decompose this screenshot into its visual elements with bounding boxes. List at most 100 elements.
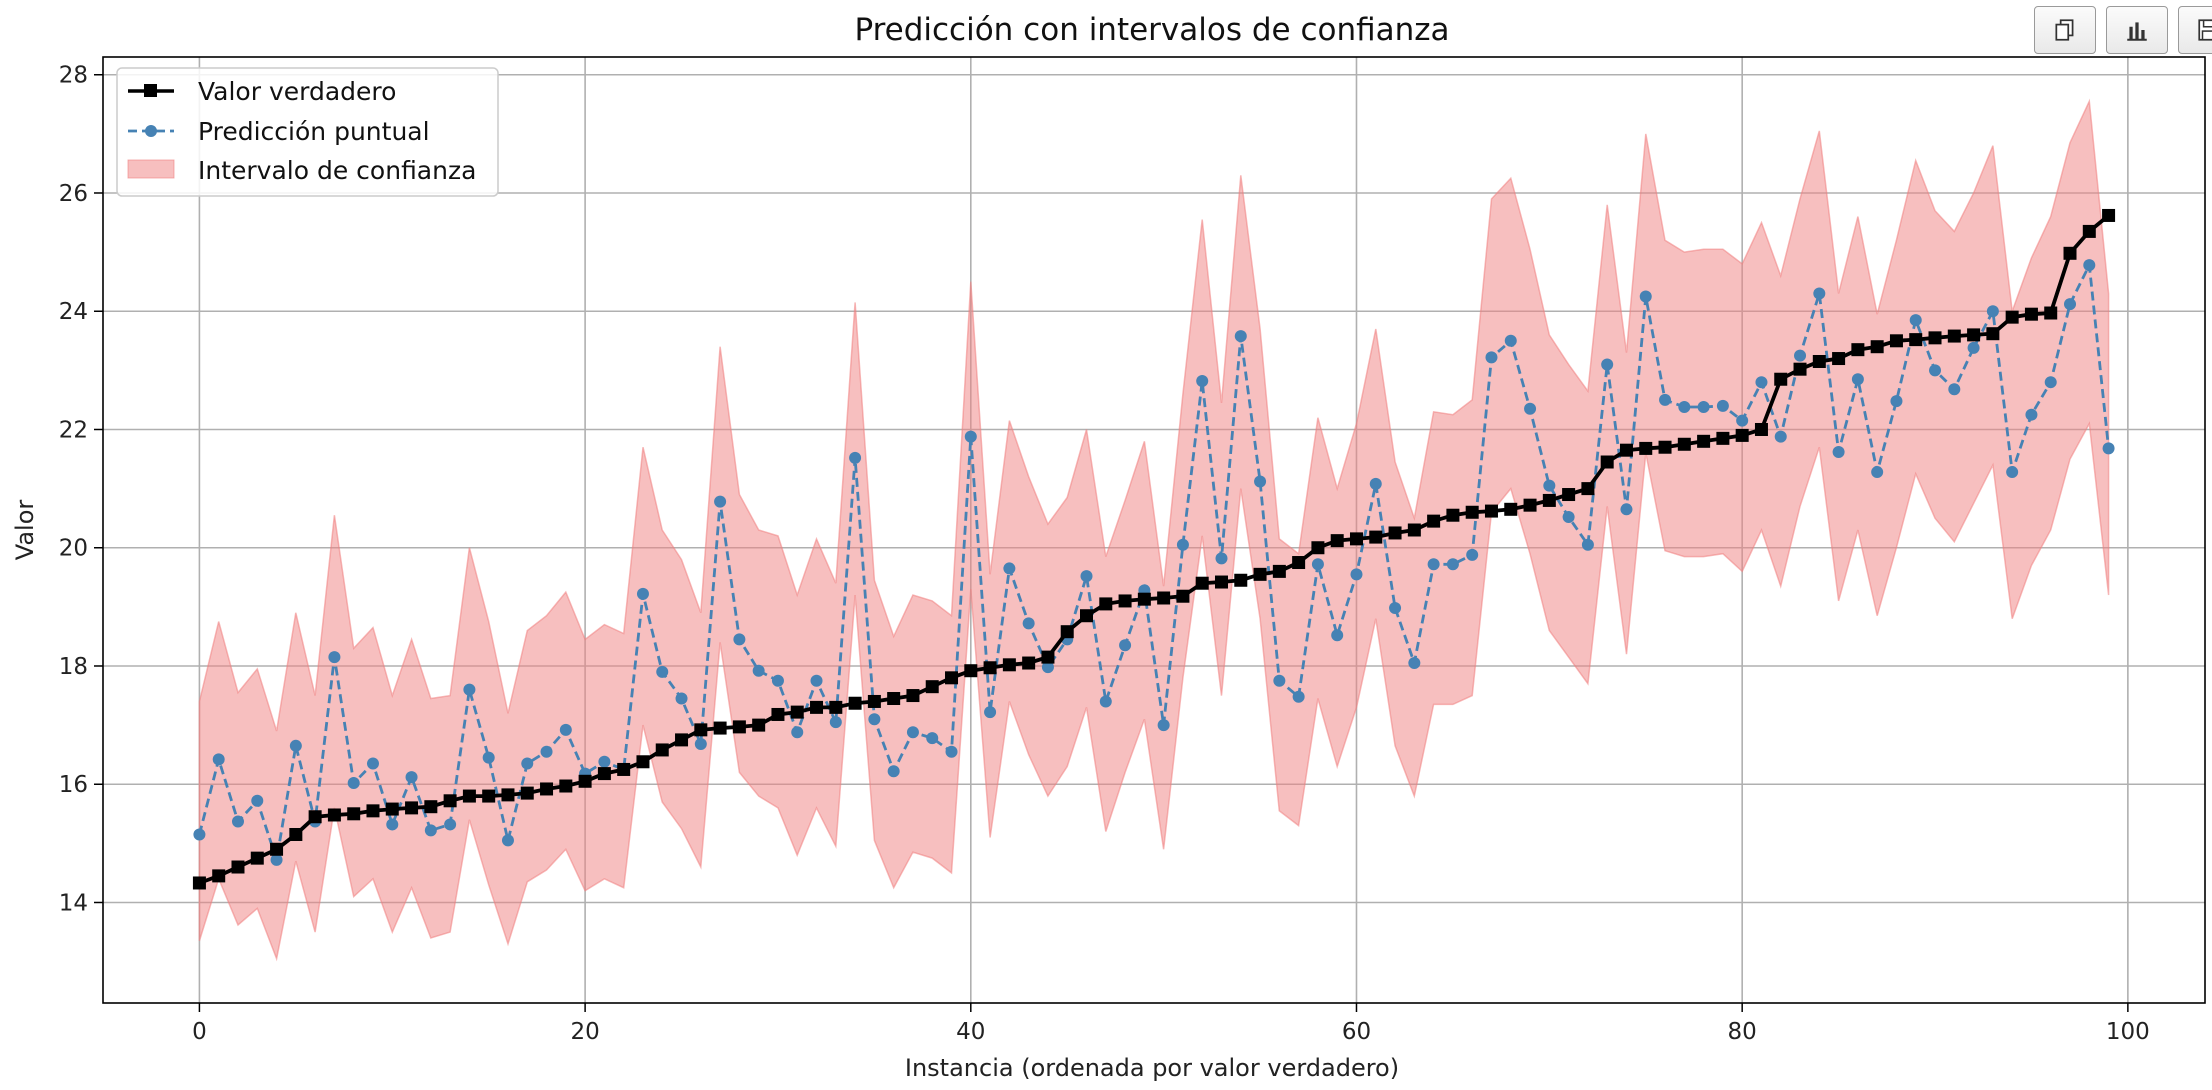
true-value-point bbox=[1619, 443, 1633, 457]
legend-box bbox=[116, 67, 499, 197]
prediction-point bbox=[2102, 442, 2115, 455]
true-value-point bbox=[1099, 597, 1113, 611]
true-value-point bbox=[1562, 488, 1576, 502]
prediction-point bbox=[1678, 401, 1691, 414]
true-value-point bbox=[366, 804, 380, 818]
prediction-point bbox=[1948, 383, 1961, 396]
true-value-point bbox=[1967, 328, 1981, 342]
true-value-point bbox=[1388, 526, 1402, 540]
true-value-point bbox=[1523, 498, 1537, 512]
true-value-point bbox=[867, 694, 881, 708]
prediction-point bbox=[694, 738, 707, 751]
prediction-point bbox=[1331, 629, 1344, 642]
prediction-point bbox=[656, 665, 669, 678]
legend-label-prediction: Predicción puntual bbox=[198, 117, 430, 146]
x-tick-label: 60 bbox=[1342, 1019, 1371, 1045]
prediction-point bbox=[598, 755, 611, 768]
true-value-point bbox=[1774, 372, 1788, 386]
true-value-point bbox=[1870, 340, 1884, 354]
true-value-point bbox=[424, 800, 438, 814]
prediction-point bbox=[1408, 657, 1421, 670]
prediction-point bbox=[1311, 558, 1324, 571]
y-tick-label: 14 bbox=[59, 890, 88, 916]
prediction-point bbox=[771, 674, 784, 687]
true-value-point bbox=[1022, 656, 1036, 670]
true-value-point bbox=[385, 802, 399, 816]
prediction-point bbox=[868, 713, 881, 726]
true-value-point bbox=[1832, 352, 1846, 366]
y-tick-label: 20 bbox=[59, 536, 88, 562]
true-value-point bbox=[848, 696, 862, 710]
prediction-point bbox=[463, 683, 476, 696]
true-value-point bbox=[482, 789, 496, 803]
prediction-point bbox=[1389, 602, 1402, 615]
prediction-point bbox=[849, 451, 862, 464]
prediction-point bbox=[1485, 351, 1498, 364]
prediction-point bbox=[1446, 558, 1459, 571]
prediction-point bbox=[1292, 690, 1305, 703]
copy-button[interactable] bbox=[2034, 6, 2096, 54]
true-value-point bbox=[2063, 246, 2077, 260]
true-value-point bbox=[655, 743, 669, 757]
prediction-point bbox=[945, 745, 958, 758]
prediction-point bbox=[1196, 375, 1209, 388]
legend: Valor verdadero Predicción puntual Inter… bbox=[116, 67, 499, 197]
true-value-point bbox=[212, 869, 226, 883]
bar-chart-button[interactable] bbox=[2106, 6, 2168, 54]
true-value-point bbox=[790, 705, 804, 719]
true-value-point bbox=[1909, 333, 1923, 347]
prediction-point bbox=[887, 765, 900, 778]
true-value-point bbox=[1754, 422, 1768, 436]
true-value-point bbox=[1253, 567, 1267, 581]
figure-toolbar bbox=[2034, 6, 2212, 54]
prediction-point bbox=[1041, 661, 1054, 674]
prediction-point bbox=[270, 853, 283, 866]
true-value-point bbox=[732, 720, 746, 734]
prediction-point bbox=[1234, 330, 1247, 343]
prediction-point bbox=[1215, 552, 1228, 565]
true-value-point bbox=[1658, 440, 1672, 454]
true-value-point bbox=[1407, 523, 1421, 537]
true-value-point bbox=[1214, 575, 1228, 589]
legend-item-interval: Intervalo de confianza bbox=[127, 156, 476, 185]
true-value-point bbox=[1060, 625, 1074, 639]
prediction-point bbox=[1581, 538, 1594, 551]
true-value-point bbox=[192, 876, 206, 890]
prediction-point bbox=[2025, 408, 2038, 421]
true-value-line bbox=[198, 214, 2110, 885]
prediction-point bbox=[1466, 548, 1479, 561]
true-value-point bbox=[945, 671, 959, 685]
true-value-point bbox=[1986, 327, 2000, 341]
x-tick-label: 0 bbox=[192, 1019, 207, 1045]
prediction-point bbox=[1813, 287, 1826, 300]
prediction-point bbox=[386, 818, 399, 831]
prediction-point bbox=[444, 818, 457, 831]
x-tick-label: 40 bbox=[956, 1019, 985, 1045]
prediction-point bbox=[964, 430, 977, 443]
true-value-point bbox=[540, 782, 554, 796]
true-value-point bbox=[1137, 592, 1151, 606]
true-value-point bbox=[887, 692, 901, 706]
prediction-point bbox=[328, 651, 341, 664]
true-value-point bbox=[1041, 650, 1055, 664]
x-axis-label: Instancia (ordenada por valor verdadero) bbox=[905, 1054, 1399, 1082]
prediction-point bbox=[424, 824, 437, 837]
prediction-point bbox=[1273, 674, 1286, 687]
prediction-point bbox=[752, 664, 765, 677]
true-value-point bbox=[1311, 541, 1325, 555]
true-value-point bbox=[2082, 224, 2096, 238]
prediction-point bbox=[1909, 314, 1922, 327]
prediction-point bbox=[2006, 466, 2019, 479]
bar-chart-icon bbox=[2127, 22, 2147, 41]
prediction-point bbox=[714, 495, 727, 508]
true-value-point bbox=[675, 733, 689, 747]
true-value-point bbox=[1002, 658, 1016, 672]
true-value-point bbox=[1542, 493, 1556, 507]
legend-item-prediction: Predicción puntual bbox=[128, 117, 430, 146]
save-button[interactable] bbox=[2178, 6, 2212, 54]
prediction-point bbox=[1639, 290, 1652, 303]
axis-ticks: 0 20 40 60 80 100 14 16 18 20 22 24 26 28 bbox=[59, 63, 2150, 1045]
prediction-point bbox=[1022, 617, 1035, 630]
true-value-point bbox=[636, 755, 650, 769]
